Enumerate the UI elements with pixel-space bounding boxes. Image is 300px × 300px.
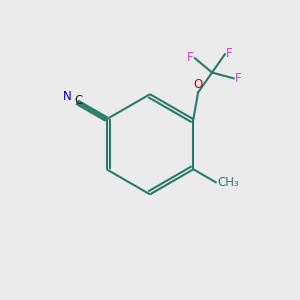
Text: F: F — [226, 47, 232, 60]
Text: F: F — [235, 72, 242, 86]
Text: CH₃: CH₃ — [217, 176, 239, 189]
Text: O: O — [194, 78, 203, 91]
Text: F: F — [187, 51, 193, 64]
Text: C: C — [74, 94, 82, 107]
Text: N: N — [62, 90, 71, 104]
